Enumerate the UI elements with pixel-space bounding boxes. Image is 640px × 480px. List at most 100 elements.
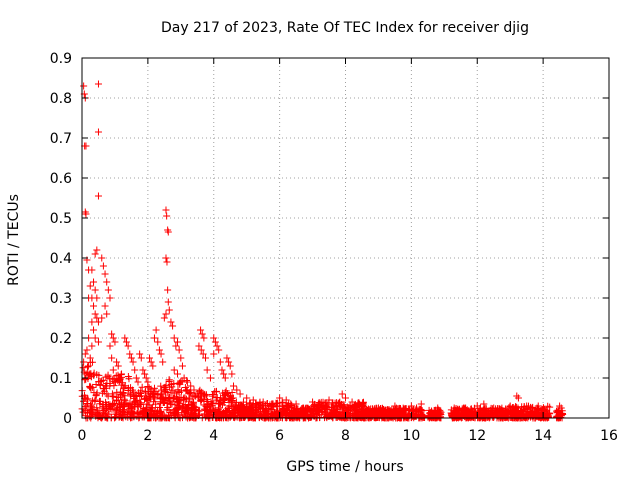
- y-tick-label: 0.4: [50, 251, 72, 267]
- data-point: [164, 298, 172, 306]
- dense-point: [435, 410, 443, 418]
- dense-point: [209, 399, 217, 407]
- data-point: [142, 374, 150, 382]
- data-point: [243, 394, 251, 402]
- x-axis-label: GPS time / hours: [286, 459, 403, 475]
- data-point: [80, 82, 88, 90]
- dense-point: [114, 393, 122, 401]
- dense-point: [424, 413, 432, 421]
- data-point: [144, 378, 152, 386]
- dense-point: [527, 413, 535, 421]
- dense-point: [436, 410, 444, 418]
- dense-point: [331, 399, 339, 407]
- data-point: [108, 330, 116, 338]
- data-point: [506, 402, 514, 410]
- dense-point: [133, 409, 141, 417]
- data-point: [99, 262, 107, 270]
- dense-point: [282, 406, 290, 414]
- x-tick-label: 14: [534, 428, 552, 444]
- dense-point: [87, 401, 95, 409]
- dense-point: [228, 388, 236, 396]
- dense-point: [343, 403, 351, 411]
- dense-point: [130, 401, 138, 409]
- data-point: [210, 334, 218, 342]
- dense-point: [220, 395, 228, 403]
- x-tick-label: 12: [468, 428, 486, 444]
- data-point: [202, 354, 210, 362]
- data-point: [134, 378, 142, 386]
- dense-point: [147, 385, 155, 393]
- data-point: [159, 358, 167, 366]
- data-point: [216, 358, 224, 366]
- dense-point: [139, 406, 147, 414]
- data-point: [103, 278, 111, 286]
- dense-point: [155, 404, 163, 412]
- dense-point: [190, 398, 198, 406]
- dense-point: [161, 383, 169, 391]
- dense-point: [189, 393, 197, 401]
- dense-point: [112, 378, 120, 386]
- dense-point: [355, 400, 363, 408]
- data-point: [141, 370, 149, 378]
- dense-point: [113, 396, 121, 404]
- dense-point: [118, 391, 126, 399]
- data-point: [82, 142, 90, 150]
- dense-point: [175, 389, 183, 397]
- data-point: [127, 354, 135, 362]
- data-point: [358, 402, 366, 410]
- dense-point: [368, 405, 376, 413]
- dense-point: [179, 396, 187, 404]
- dense-point: [165, 395, 173, 403]
- dense-point: [553, 413, 561, 421]
- dense-point: [108, 392, 116, 400]
- dense-point: [165, 377, 173, 385]
- dense-point: [114, 371, 122, 379]
- dense-point: [86, 383, 94, 391]
- dense-point: [81, 394, 89, 402]
- data-point: [233, 386, 241, 394]
- dense-point: [338, 401, 346, 409]
- dense-point: [219, 389, 227, 397]
- y-axis-label: ROTI / TECUs: [6, 194, 22, 286]
- dense-point: [179, 402, 187, 410]
- dense-point: [185, 395, 193, 403]
- data-point: [86, 354, 94, 362]
- data-point: [187, 382, 195, 390]
- dense-point: [275, 402, 283, 410]
- dense-point: [99, 376, 107, 384]
- dense-point: [139, 407, 147, 415]
- dense-point: [278, 401, 286, 409]
- data-point: [460, 404, 468, 412]
- dense-point: [169, 387, 177, 395]
- data-point: [94, 192, 102, 200]
- dense-point: [104, 373, 112, 381]
- y-tick-label: 0.3: [50, 291, 72, 307]
- y-tick-label: 0.6: [50, 171, 72, 187]
- y-tick-label: 0.5: [50, 211, 72, 227]
- data-point: [226, 362, 234, 370]
- dense-point: [157, 390, 165, 398]
- data-point: [190, 386, 198, 394]
- data-point: [101, 270, 109, 278]
- dense-point: [222, 390, 230, 398]
- dense-point: [101, 413, 109, 421]
- dense-point: [152, 388, 160, 396]
- dense-point: [511, 405, 519, 413]
- data-point: [149, 362, 157, 370]
- dense-point: [83, 399, 91, 407]
- dense-point: [544, 409, 552, 417]
- data-point: [86, 282, 94, 290]
- dense-point: [131, 392, 139, 400]
- data-point: [213, 342, 221, 350]
- dense-point: [118, 413, 126, 421]
- dense-point: [181, 394, 189, 402]
- x-tick-label: 8: [341, 428, 350, 444]
- data-point: [154, 338, 162, 346]
- dense-point: [136, 392, 144, 400]
- data-point: [139, 366, 147, 374]
- dense-point: [84, 409, 92, 417]
- data-point: [170, 366, 178, 374]
- dense-point: [138, 410, 146, 418]
- data-point: [152, 326, 160, 334]
